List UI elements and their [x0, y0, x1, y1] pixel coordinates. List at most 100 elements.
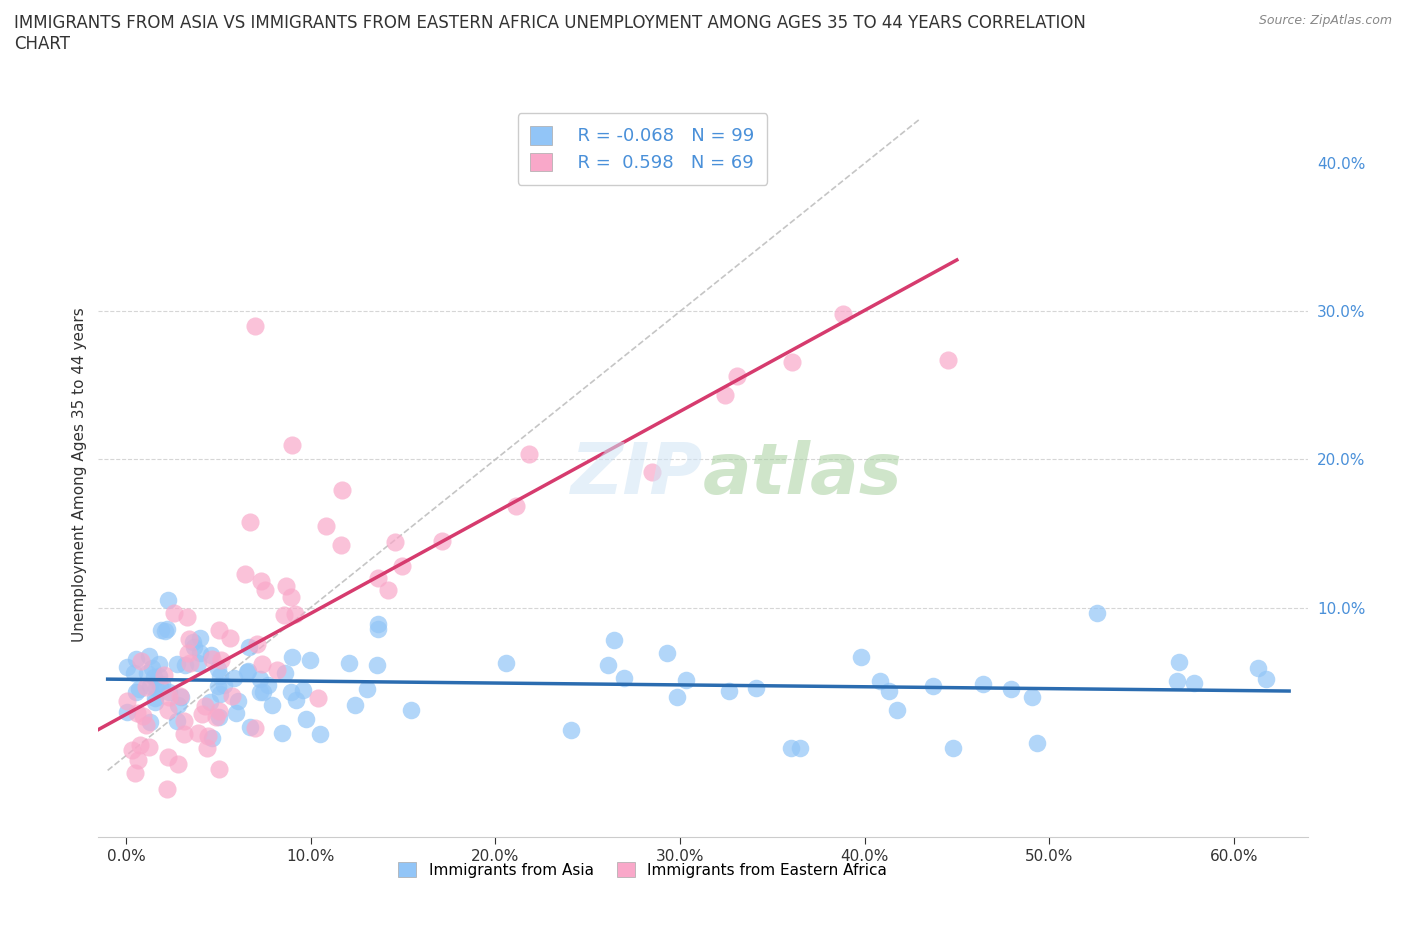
Point	[239, 514, 262, 529]
Point	[596, 658, 619, 672]
Point	[250, 574, 273, 589]
Point	[1025, 736, 1047, 751]
Point	[135, 718, 157, 733]
Point	[399, 702, 422, 717]
Point	[789, 740, 811, 755]
Point	[367, 571, 389, 586]
Point	[187, 656, 209, 671]
Point	[214, 677, 236, 692]
Point	[208, 710, 231, 724]
Point	[139, 714, 162, 729]
Point	[869, 673, 891, 688]
Point	[391, 559, 413, 574]
Point	[245, 319, 267, 334]
Point	[135, 665, 157, 680]
Point	[187, 726, 209, 741]
Point	[138, 740, 160, 755]
Point	[166, 698, 188, 712]
Point	[177, 646, 200, 661]
Point	[194, 699, 217, 714]
Text: atlas: atlas	[703, 440, 903, 509]
Point	[156, 782, 179, 797]
Point	[281, 650, 304, 665]
Point	[886, 703, 908, 718]
Text: IMMIGRANTS FROM ASIA VS IMMIGRANTS FROM EASTERN AFRICA UNEMPLOYMENT AMONG AGES 3: IMMIGRANTS FROM ASIA VS IMMIGRANTS FROM …	[14, 14, 1085, 53]
Point	[225, 706, 247, 721]
Point	[157, 592, 180, 607]
Legend: Immigrants from Asia, Immigrants from Eastern Africa: Immigrants from Asia, Immigrants from Ea…	[392, 856, 893, 884]
Point	[495, 656, 517, 671]
Point	[344, 698, 367, 713]
Point	[128, 737, 150, 752]
Point	[832, 307, 855, 322]
Point	[236, 665, 259, 680]
Point	[295, 711, 318, 726]
Point	[127, 706, 149, 721]
Point	[204, 710, 226, 724]
Text: Source: ZipAtlas.com: Source: ZipAtlas.com	[1258, 14, 1392, 27]
Point	[188, 645, 211, 660]
Point	[675, 673, 697, 688]
Point	[283, 606, 305, 621]
Point	[166, 657, 188, 671]
Point	[125, 651, 148, 666]
Point	[197, 728, 219, 743]
Point	[356, 682, 378, 697]
Point	[163, 605, 186, 620]
Point	[207, 761, 229, 776]
Point	[921, 679, 943, 694]
Point	[198, 695, 221, 710]
Point	[149, 679, 172, 694]
Point	[307, 691, 329, 706]
Point	[170, 690, 193, 705]
Point	[233, 566, 256, 581]
Point	[280, 590, 302, 604]
Point	[330, 483, 353, 498]
Point	[224, 671, 246, 685]
Point	[270, 725, 292, 740]
Point	[367, 617, 389, 631]
Point	[128, 681, 150, 696]
Point	[249, 672, 271, 687]
Point	[208, 622, 231, 637]
Point	[166, 714, 188, 729]
Point	[115, 694, 138, 709]
Point	[613, 671, 636, 685]
Point	[1021, 690, 1043, 705]
Point	[201, 652, 224, 667]
Point	[877, 684, 900, 698]
Point	[208, 703, 231, 718]
Point	[173, 658, 195, 672]
Point	[1247, 660, 1270, 675]
Point	[149, 622, 172, 637]
Point	[150, 677, 173, 692]
Point	[143, 669, 166, 684]
Point	[519, 446, 541, 461]
Point	[173, 714, 195, 729]
Point	[274, 578, 297, 593]
Point	[219, 631, 242, 645]
Point	[190, 707, 212, 722]
Point	[153, 668, 176, 683]
Point	[260, 698, 283, 712]
Point	[143, 694, 166, 709]
Point	[169, 689, 191, 704]
Point	[195, 740, 218, 755]
Point	[641, 465, 664, 480]
Point	[254, 582, 277, 597]
Point	[273, 607, 295, 622]
Point	[122, 666, 145, 681]
Point	[280, 684, 302, 699]
Point	[138, 679, 160, 694]
Point	[292, 683, 315, 698]
Point	[367, 622, 389, 637]
Point	[236, 664, 259, 679]
Point	[298, 653, 321, 668]
Point	[143, 690, 166, 705]
Point	[156, 622, 179, 637]
Point	[176, 610, 198, 625]
Y-axis label: Unemployment Among Ages 35 to 44 years: Unemployment Among Ages 35 to 44 years	[72, 307, 87, 642]
Point	[666, 689, 689, 704]
Point	[156, 702, 179, 717]
Point	[315, 519, 337, 534]
